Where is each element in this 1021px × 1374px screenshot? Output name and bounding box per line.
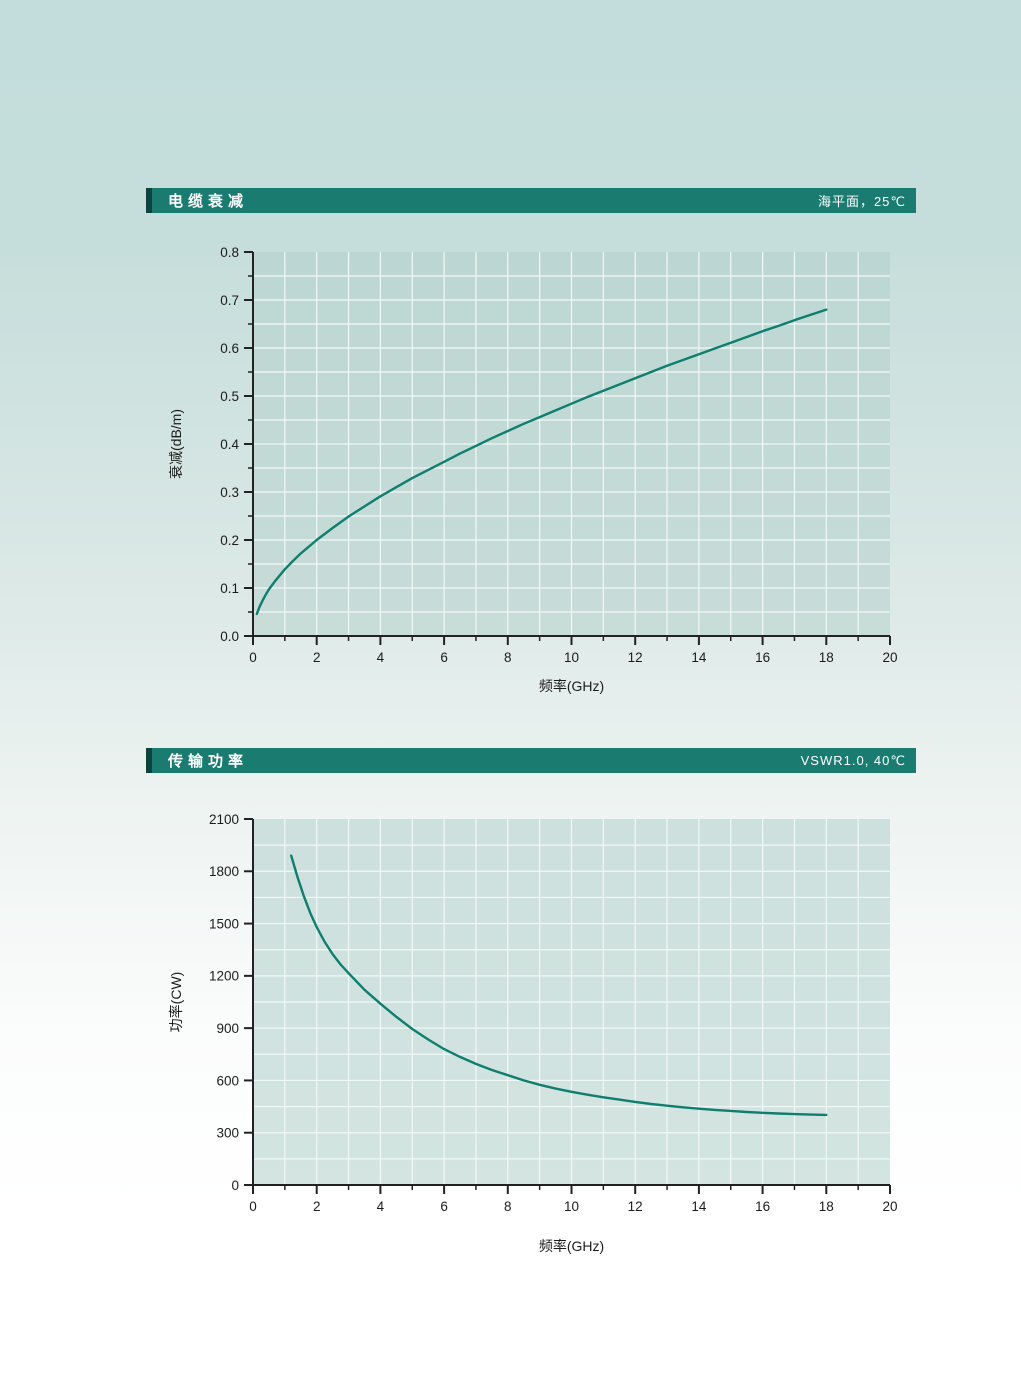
power-title: 传输功率: [168, 753, 249, 770]
x-tick-label: 12: [628, 650, 643, 665]
x-tick-label: 20: [882, 1199, 897, 1214]
x-tick-label: 16: [755, 1199, 770, 1214]
y-tick-label: 900: [216, 1021, 239, 1036]
x-tick-label: 10: [564, 1199, 579, 1214]
series-curve: [255, 308, 828, 616]
power-header-bar: 传输功率 VSWR1.0, 40℃: [146, 748, 916, 773]
y-tick-label: 0.2: [220, 533, 239, 548]
x-tick-label: 16: [755, 650, 770, 665]
x-tick-label: 6: [440, 1199, 448, 1214]
gridlines: [253, 819, 890, 1185]
ticks: [244, 251, 891, 645]
y-tick-label: 0.6: [220, 341, 239, 356]
x-tick-label: 4: [377, 650, 385, 665]
series-curve: [290, 854, 828, 1117]
x-tick-label: 18: [819, 650, 834, 665]
x-tick-label: 14: [691, 650, 707, 665]
y-tick-label: 2100: [209, 812, 239, 827]
x-tick-label: 0: [249, 1199, 257, 1214]
ticks: [244, 818, 891, 1194]
x-tick-label: 4: [377, 1199, 385, 1214]
y-tick-label: 0: [231, 1178, 239, 1193]
y-tick-label: 600: [216, 1073, 239, 1088]
y-tick-label: 300: [216, 1126, 239, 1141]
x-tick-label: 10: [564, 650, 579, 665]
attenuation-chart: 0.0 0.1 0.2 0.3 0.4 0.5 0.6 0.7 0.8 0 2 4 6 8 10 12 14 16…: [220, 245, 897, 665]
x-tick-label: 18: [819, 1199, 834, 1214]
power-condition: VSWR1.0, 40℃: [800, 752, 906, 768]
y-tick-label: 1800: [209, 864, 239, 879]
y-tick-label: 0.5: [220, 389, 239, 404]
x-tick-label: 2: [313, 1199, 321, 1214]
y-tick-label: 1200: [209, 969, 239, 984]
x-tick-label: 8: [504, 1199, 512, 1214]
attenuation-x-axis-title: 频率(GHz): [538, 678, 605, 694]
y-tick-label: 0.1: [220, 581, 239, 596]
x-tick-label: 12: [628, 1199, 643, 1214]
attenuation-header-bar: 电缆衰减 海平面，25℃: [146, 188, 916, 213]
y-tick-label: 0.4: [220, 437, 239, 452]
y-tick-label: 1500: [209, 916, 239, 931]
attenuation-y-axis-title: 衰减(dB/m): [168, 409, 184, 479]
tick-labels: 0.0 0.1 0.2 0.3 0.4 0.5 0.6 0.7 0.8 0 2 4 6 8 10 12 14 16…: [220, 245, 897, 665]
y-tick-label: 0.0: [220, 629, 239, 644]
x-tick-label: 14: [691, 1199, 707, 1214]
y-tick-label: 0.7: [220, 293, 239, 308]
power-x-axis-title: 频率(GHz): [538, 1238, 605, 1254]
y-tick-label: 0.3: [220, 485, 239, 500]
power-chart: 0 300 600 900 1200 1500 1800 2100 0 2 4 6 8 10 12 14 16 1…: [209, 812, 898, 1214]
attenuation-condition: 海平面，25℃: [817, 194, 906, 209]
tick-labels: 0 300 600 900 1200 1500 1800 2100 0 2 4 6 8 10 12 14 16 1…: [209, 812, 898, 1214]
attenuation-title: 电缆衰减: [168, 193, 249, 210]
x-tick-label: 0: [249, 650, 257, 665]
x-tick-label: 2: [313, 650, 321, 665]
gridlines: [253, 252, 890, 636]
x-tick-label: 6: [440, 650, 448, 665]
y-tick-label: 0.8: [220, 245, 239, 260]
power-y-axis-title: 功率(CW): [168, 971, 184, 1033]
x-tick-label: 8: [504, 650, 512, 665]
x-tick-label: 20: [882, 650, 897, 665]
